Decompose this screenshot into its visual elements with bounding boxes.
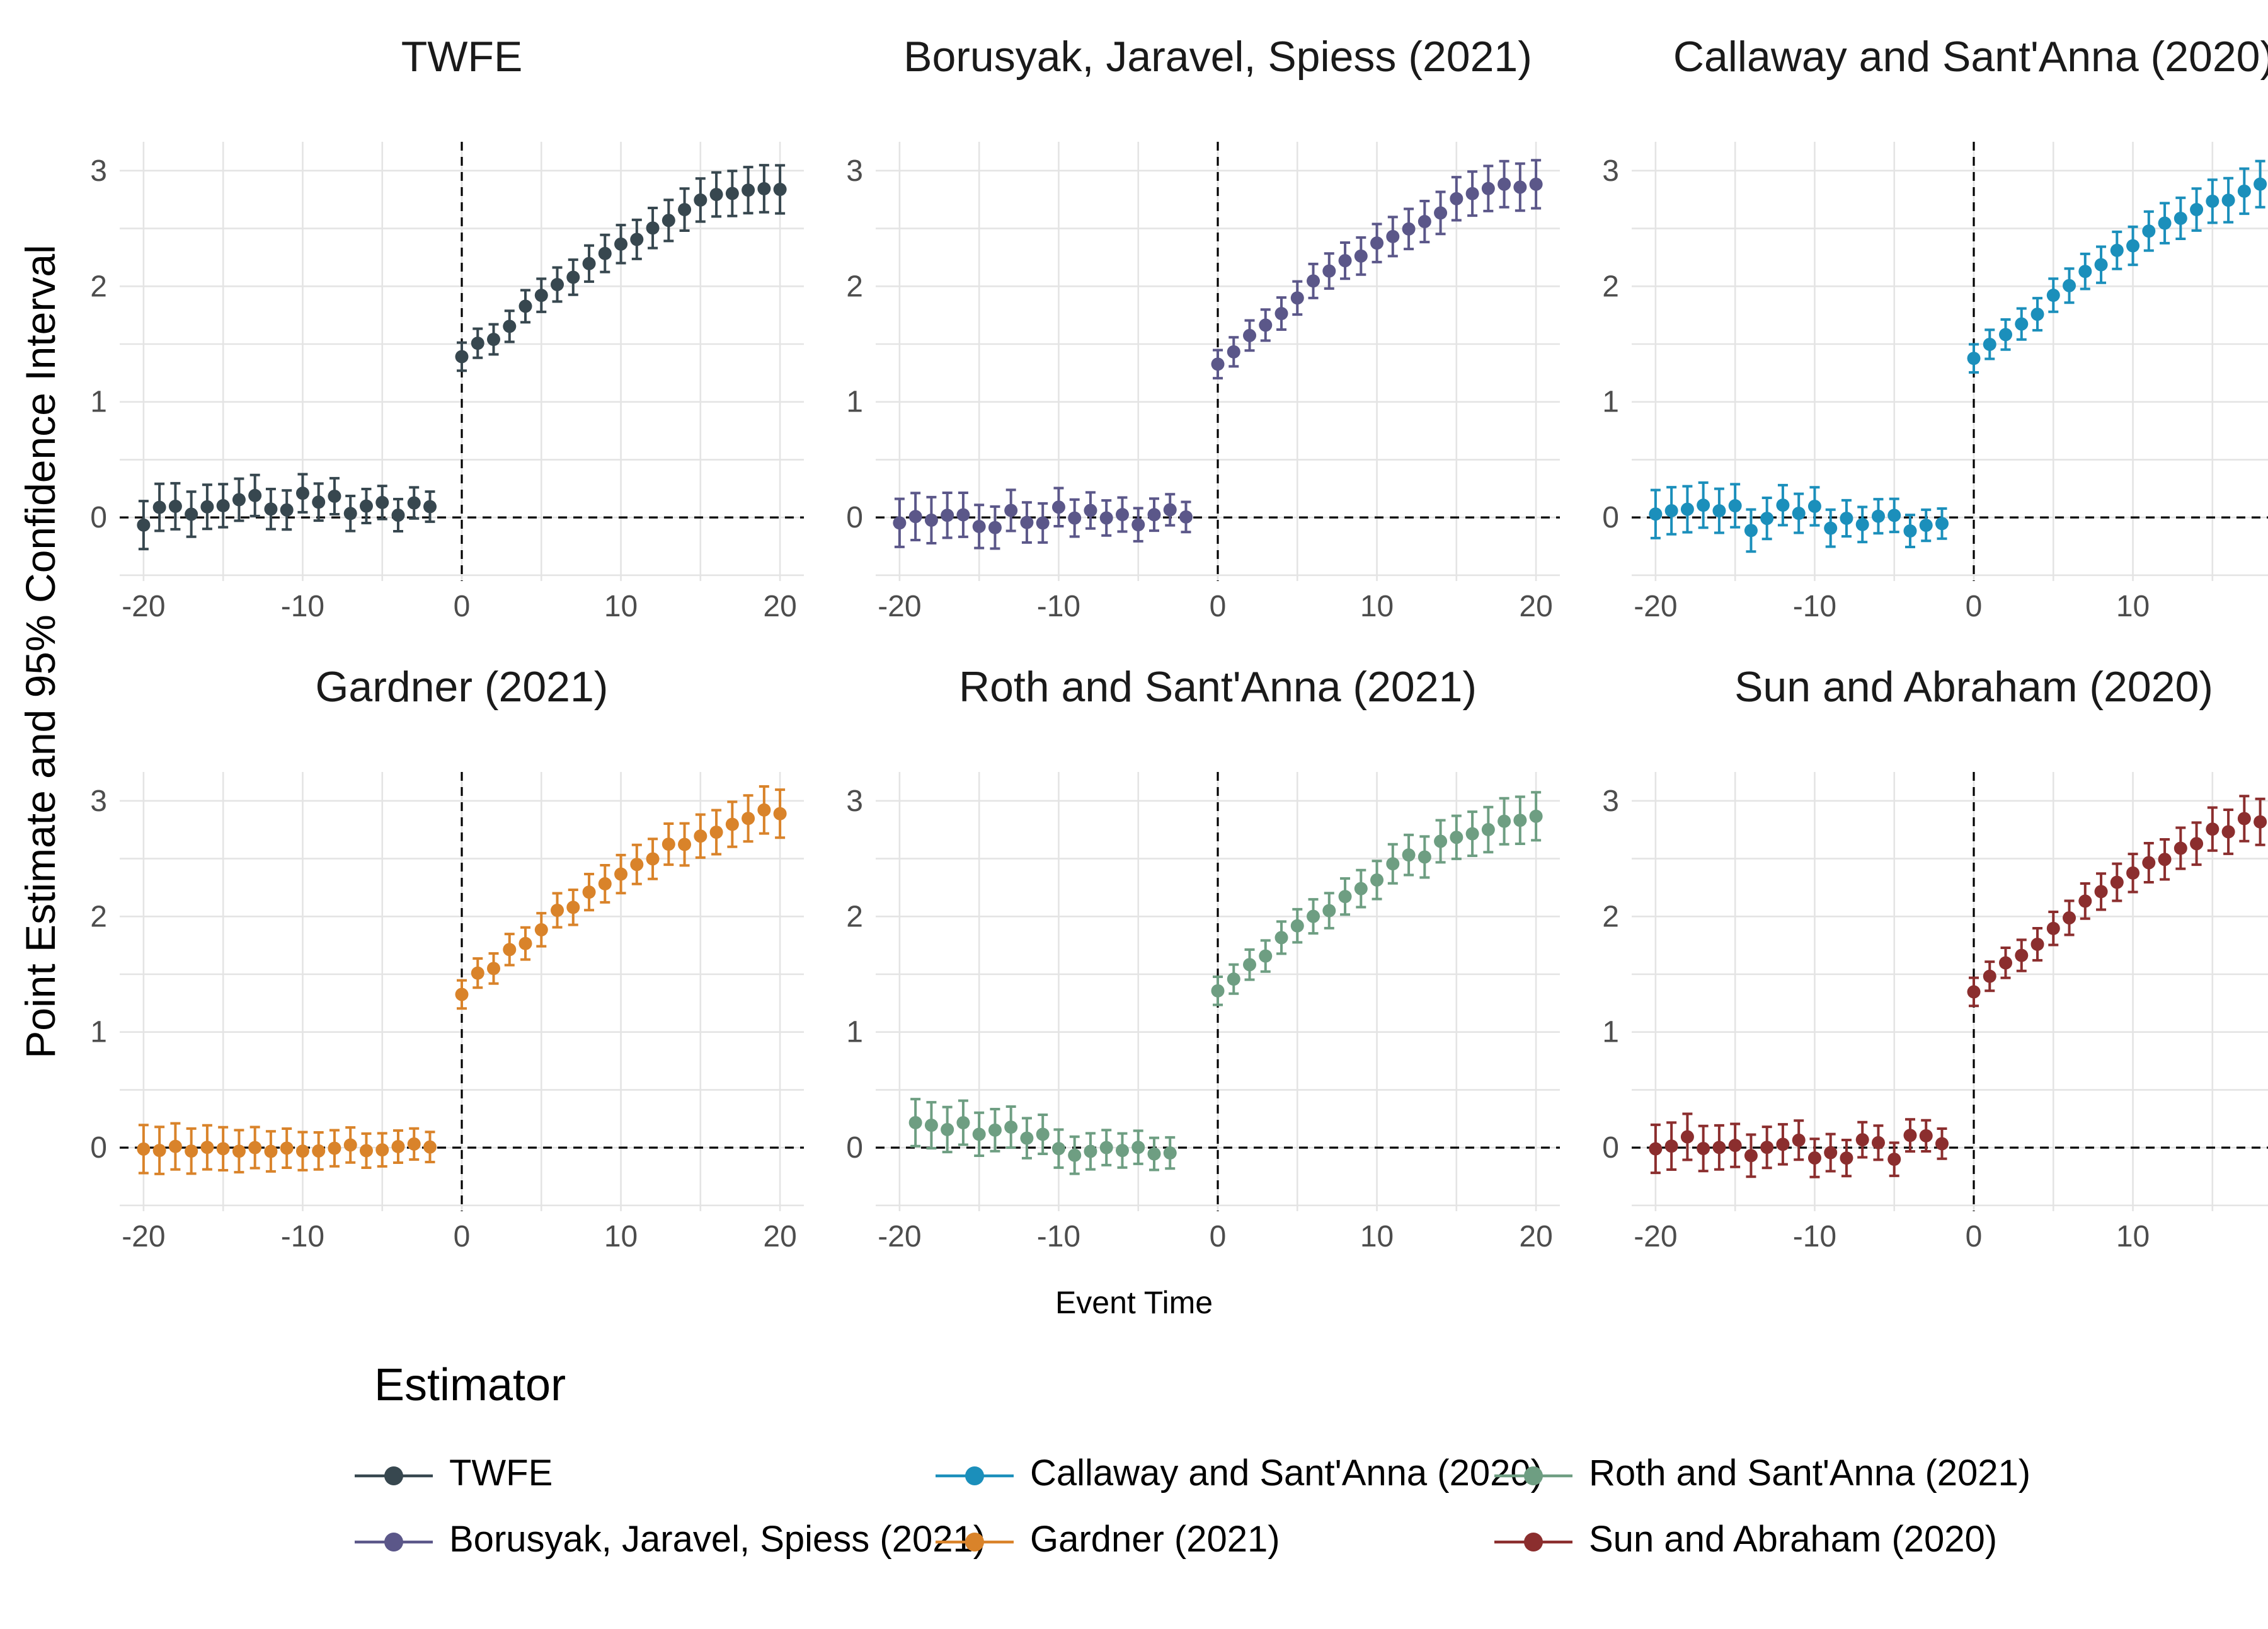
svg-text:10: 10 [1360,1220,1394,1253]
svg-text:0: 0 [1602,501,1619,534]
svg-text:3: 3 [1602,154,1619,188]
svg-text:1: 1 [846,1016,863,1049]
svg-text:2: 2 [1602,270,1619,303]
svg-text:-20: -20 [1634,1220,1677,1253]
svg-text:0: 0 [454,590,471,623]
svg-text:2: 2 [846,900,863,933]
svg-text:-20: -20 [1634,590,1677,623]
svg-text:Sun and Abraham (2020): Sun and Abraham (2020) [1734,663,2213,711]
svg-text:Gardner (2021): Gardner (2021) [1030,1519,1280,1560]
svg-text:Sun and Abraham (2020): Sun and Abraham (2020) [1589,1519,1997,1560]
svg-text:0: 0 [846,1131,863,1165]
svg-text:0: 0 [90,1131,107,1165]
svg-text:1: 1 [846,386,863,419]
svg-text:TWFE: TWFE [401,33,523,81]
svg-text:0: 0 [1210,1220,1227,1253]
svg-text:0: 0 [846,501,863,534]
svg-text:-20: -20 [122,1220,165,1253]
svg-text:10: 10 [604,1220,638,1253]
svg-text:Gardner (2021): Gardner (2021) [316,663,609,711]
svg-text:0: 0 [454,1220,471,1253]
svg-text:10: 10 [604,590,638,623]
svg-text:3: 3 [1602,785,1619,818]
svg-text:2: 2 [846,270,863,303]
svg-text:-10: -10 [1793,590,1836,623]
svg-text:0: 0 [1966,1220,1983,1253]
svg-text:Borusyak, Jaravel, Spiess (202: Borusyak, Jaravel, Spiess (2021) [903,33,1532,81]
svg-text:-10: -10 [281,1220,324,1253]
svg-text:3: 3 [90,785,107,818]
svg-text:20: 20 [1519,590,1552,623]
svg-text:-20: -20 [122,590,165,623]
svg-text:-10: -10 [1037,1220,1080,1253]
svg-text:1: 1 [90,1016,107,1049]
svg-text:3: 3 [846,154,863,188]
svg-text:1: 1 [1602,1016,1619,1049]
svg-text:20: 20 [1519,1220,1552,1253]
svg-text:0: 0 [1210,590,1227,623]
svg-text:-20: -20 [878,590,921,623]
svg-text:3: 3 [90,154,107,188]
svg-text:Callaway and Sant'Anna (2020): Callaway and Sant'Anna (2020) [1673,33,2268,81]
svg-text:0: 0 [90,501,107,534]
svg-text:2: 2 [1602,900,1619,933]
svg-text:2: 2 [90,900,107,933]
svg-text:20: 20 [763,1220,796,1253]
svg-text:0: 0 [1602,1131,1619,1165]
svg-text:-20: -20 [878,1220,921,1253]
svg-text:1: 1 [90,386,107,419]
svg-text:10: 10 [1360,590,1394,623]
svg-text:-10: -10 [1037,590,1080,623]
svg-text:20: 20 [763,590,796,623]
svg-text:1: 1 [1602,386,1619,419]
svg-text:10: 10 [2116,1220,2150,1253]
svg-text:10: 10 [2116,590,2150,623]
svg-text:Roth and Sant'Anna (2021): Roth and Sant'Anna (2021) [1589,1453,2030,1494]
svg-text:2: 2 [90,270,107,303]
svg-text:Roth and Sant'Anna (2021): Roth and Sant'Anna (2021) [959,663,1477,711]
svg-text:Borusyak, Jaravel, Spiess (202: Borusyak, Jaravel, Spiess (2021) [449,1519,985,1560]
svg-text:Callaway and Sant'Anna (2020): Callaway and Sant'Anna (2020) [1030,1453,1543,1494]
svg-text:0: 0 [1966,590,1983,623]
svg-text:-10: -10 [281,590,324,623]
svg-text:3: 3 [846,785,863,818]
svg-text:-10: -10 [1793,1220,1836,1253]
svg-text:Estimator: Estimator [374,1361,566,1410]
svg-text:TWFE: TWFE [449,1453,553,1494]
